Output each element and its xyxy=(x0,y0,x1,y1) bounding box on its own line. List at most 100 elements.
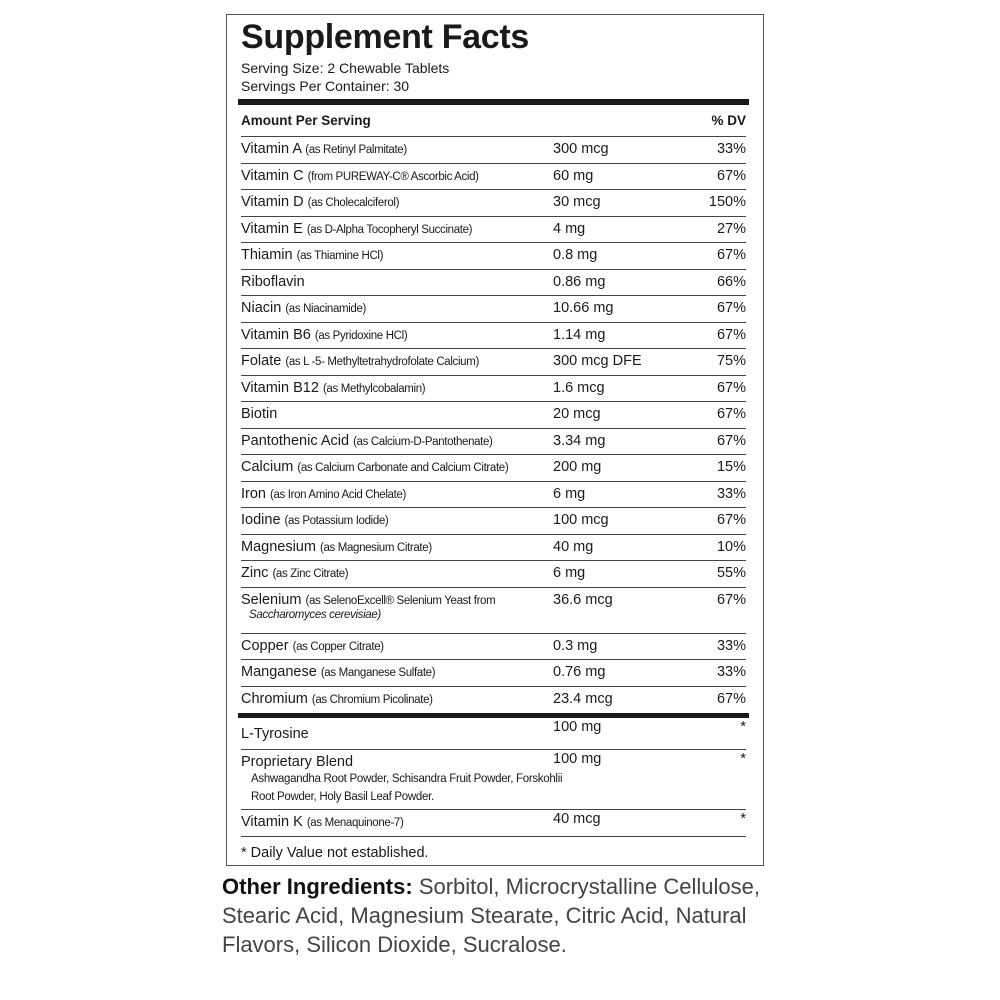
daily-value: 67% xyxy=(716,591,746,608)
nutrient-source: (as Iron Amino Acid Chelate) xyxy=(270,488,406,501)
nutrient-row: Calcium (as Calcium Carbonate and Calciu… xyxy=(241,455,746,482)
blend-ingredients: Ashwagandha Root Powder, Schisandra Frui… xyxy=(251,773,563,803)
nutrient-source: (as Pyridoxine HCl) xyxy=(314,329,408,342)
daily-value: 67% xyxy=(716,512,746,528)
nutrient-cell: Vitamin B6 (as Pyridoxine HCl) xyxy=(241,327,408,343)
nutrient-cell: Vitamin C (from PUREWAY-C® Ascorbic Acid… xyxy=(241,168,479,184)
amount: 3.34 mg xyxy=(553,432,606,449)
amount: 30 mcg xyxy=(553,194,601,210)
nutrient-name: Riboflavin xyxy=(241,273,305,290)
daily-value: 10% xyxy=(716,538,746,555)
amount: 40 mg xyxy=(553,538,594,555)
nutrient-row: Riboflavin 0.86 mg 66% xyxy=(241,270,746,296)
nutrient-source: (as Manganese Sulfate) xyxy=(320,667,436,679)
nutrient-row: Biotin 20 mcg 67% xyxy=(241,402,746,429)
nutrient-row: Copper (as Copper Citrate) 0.3 mg 33% xyxy=(241,634,746,660)
title: Supplement Facts xyxy=(241,18,530,56)
nutrient-cell: Pantothenic Acid (as Calcium-D-Pantothen… xyxy=(241,433,493,449)
nutrient-cell: Thiamin (as Thiamine HCl) xyxy=(241,247,383,263)
nutrient-row: Iodine (as Potassium Iodide) 100 mcg 67% xyxy=(241,508,746,535)
nutrient-row: Selenium (as SelenoExcell® Selenium Yeas… xyxy=(241,588,746,634)
daily-value: 75% xyxy=(716,353,746,369)
nutrient-name: Iron xyxy=(241,485,266,502)
daily-value: 27% xyxy=(716,220,746,237)
nutrient-name: Vitamin A xyxy=(241,141,302,157)
nutrient-cell: Copper (as Copper Citrate) xyxy=(241,638,384,654)
nutrient-source: (as Chromium Picolinate) xyxy=(311,693,433,706)
daily-value: 67% xyxy=(716,379,746,396)
amount: 0.8 mg xyxy=(553,247,598,263)
nutrient-source: (as Niacinamide) xyxy=(285,303,367,315)
nutrient-cell: Iron (as Iron Amino Acid Chelate) xyxy=(241,486,406,502)
nutrient-cell: Riboflavin xyxy=(241,274,305,290)
daily-value: 15% xyxy=(716,459,746,475)
daily-value: * xyxy=(740,719,746,735)
nutrient-row: Magnesium (as Magnesium Citrate) 40 mg 10% xyxy=(241,535,746,561)
nutrient-source: (as Retinyl Palmitate) xyxy=(305,144,407,156)
nutrient-source: Saccharomyces cerevisiae) xyxy=(249,608,381,621)
nutrient-name: Copper xyxy=(241,637,289,654)
amount: 23.4 mcg xyxy=(553,690,613,707)
table-header: Amount Per Serving % DV xyxy=(241,105,746,137)
nutrient-name: Vitamin B12 xyxy=(241,379,319,396)
nutrient-row: Vitamin A (as Retinyl Palmitate) 300 mcg 3… xyxy=(241,137,746,164)
nutrient-cell: Vitamin E (as D-Alpha Tocopheryl Succina… xyxy=(241,221,472,237)
other-rows: L-Tyrosine 100 mg * Proprietary Blend Ashwag… xyxy=(241,718,746,837)
nutrient-source: (as SelenoExcell® Selenium Yeast from xyxy=(305,594,496,607)
nutrient-name: Vitamin D xyxy=(241,194,304,210)
daily-value: 33% xyxy=(716,485,746,502)
nutrient-row: Thiamin (as Thiamine HCl) 0.8 mg 67% xyxy=(241,243,746,270)
nutrient-row: L-Tyrosine 100 mg * xyxy=(241,718,746,750)
nutrient-row: Proprietary Blend Ashwagandha Root Powder… xyxy=(241,750,746,810)
nutrient-cell: Zinc (as Zinc Citrate) xyxy=(241,565,349,581)
nutrient-name: Proprietary Blend xyxy=(241,754,354,770)
nutrient-row: Vitamin D (as Cholecalciferol) 30 mcg 150% xyxy=(241,190,746,217)
nutrient-row: Vitamin K (as Menaquinone-7) 40 mcg * xyxy=(241,810,746,837)
nutrient-name: Pantothenic Acid xyxy=(241,432,350,449)
daily-value: 67% xyxy=(716,326,746,343)
nutrient-cell: Selenium (as SelenoExcell® Selenium Yeas… xyxy=(241,592,496,621)
amount: 100 mg xyxy=(553,719,602,735)
nutrient-source: (as Menaquinone-7) xyxy=(306,817,404,829)
nutrient-name: Magnesium xyxy=(241,538,316,555)
amount: 100 mg xyxy=(553,751,602,767)
nutrient-row: Folate (as L -5- Methyltetrahydrofolate … xyxy=(241,349,746,376)
daily-value: 67% xyxy=(716,690,746,707)
daily-value: * xyxy=(740,811,746,827)
servings-per-container: Servings Per Container: 30 xyxy=(241,78,410,94)
nutrient-row: Manganese (as Manganese Sulfate) 0.76 mg 3… xyxy=(241,660,746,687)
nutrient-name: Chromium xyxy=(241,690,308,707)
amount: 300 mcg DFE xyxy=(553,353,642,369)
other-ingredients: Other Ingredients: Sorbitol, Microcrysta… xyxy=(222,872,792,959)
daily-value: 33% xyxy=(716,141,746,157)
nutrient-name: Thiamin xyxy=(241,247,293,263)
divider xyxy=(238,99,749,105)
nutrient-cell: Vitamin D (as Cholecalciferol) xyxy=(241,194,399,210)
nutrient-source: (as Calcium Carbonate and Calcium Citrat… xyxy=(297,462,509,474)
amount: 1.6 mcg xyxy=(553,379,605,396)
amount: 0.76 mg xyxy=(553,664,606,680)
nutrient-name: Calcium xyxy=(241,459,294,475)
nutrient-source: (as Potassium Iodide) xyxy=(284,515,389,527)
nutrient-cell: Vitamin B12 (as Methylcobalamin) xyxy=(241,379,426,396)
nutrient-row: Vitamin B12 (as Methylcobalamin) 1.6 mcg 6… xyxy=(241,376,746,402)
nutrient-row: Vitamin B6 (as Pyridoxine HCl) 1.14 mg 67% xyxy=(241,323,746,349)
nutrient-source: (as Cholecalciferol) xyxy=(307,197,400,209)
nutrient-row: Niacin (as Niacinamide) 10.66 mg 67% xyxy=(241,296,746,323)
amount: 60 mg xyxy=(553,167,594,184)
daily-value: 33% xyxy=(716,637,746,654)
amount: 0.3 mg xyxy=(553,637,598,654)
other-ingredients-label: Other Ingredients: xyxy=(222,874,413,899)
nutrient-name: Vitamin K xyxy=(241,814,303,830)
footnote: * Daily Value not established. xyxy=(241,844,429,861)
daily-value: 67% xyxy=(716,432,746,449)
daily-value: 55% xyxy=(716,565,746,581)
amount: 4 mg xyxy=(553,220,586,237)
amount: 10.66 mg xyxy=(553,300,614,316)
nutrient-cell: Proprietary Blend Ashwagandha Root Powder… xyxy=(241,754,571,806)
amount: 6 mg xyxy=(553,485,586,502)
nutrient-source: (as Magnesium Citrate) xyxy=(319,541,432,554)
nutrient-row: Vitamin E (as D-Alpha Tocopheryl Succina… xyxy=(241,217,746,243)
daily-value: 150% xyxy=(708,194,746,210)
